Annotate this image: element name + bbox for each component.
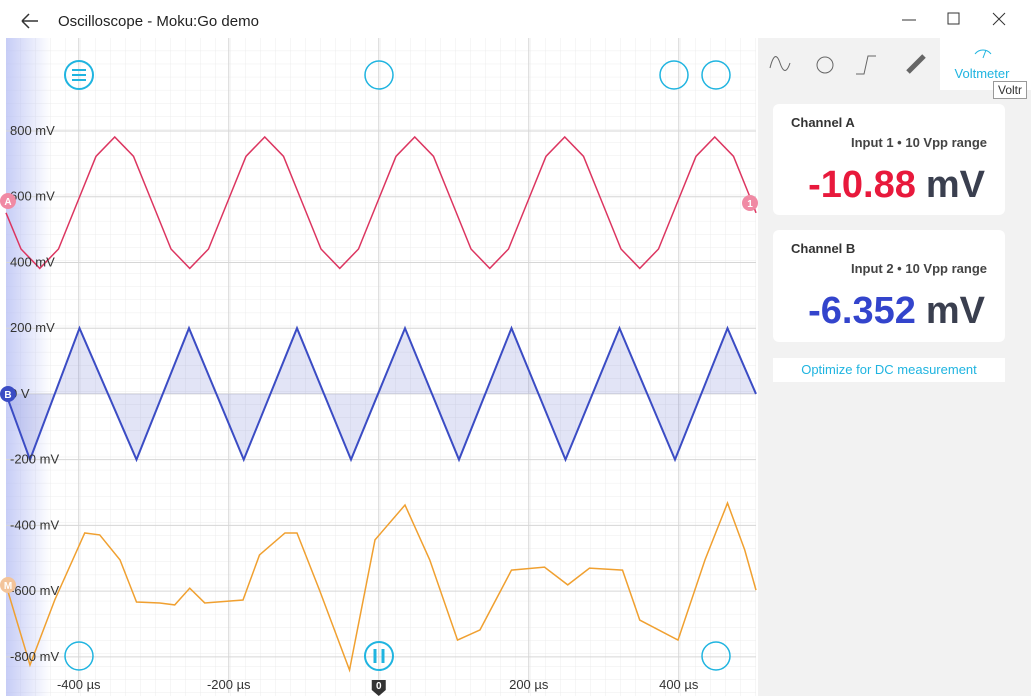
y-tick-label: -200 mV — [10, 452, 59, 467]
reading: -6.352 mV — [808, 290, 985, 333]
channel-name: Channel A — [791, 115, 855, 130]
y-tick-label: 800 mV — [10, 123, 55, 138]
menu-icon — [72, 69, 86, 81]
title-icons — [21, 12, 1006, 29]
menu-button[interactable] — [64, 60, 94, 90]
pause-icon — [373, 649, 385, 663]
zoom-button[interactable] — [659, 60, 689, 90]
y-tick-label: -800 mV — [10, 649, 59, 664]
channel-marker-label: M — [4, 581, 12, 592]
tab-waveform[interactable] — [769, 56, 791, 71]
waveform-button[interactable] — [701, 641, 731, 671]
reading-value: -10.88 — [808, 164, 916, 206]
channel-input: Input 1 • 10 Vpp range — [850, 135, 987, 150]
channel-marker — [0, 193, 16, 209]
close-button[interactable] — [992, 12, 1006, 26]
reading-unit: mV — [925, 290, 985, 332]
tab-timer[interactable] — [816, 56, 834, 74]
tab-measure[interactable] — [906, 54, 926, 74]
x-tick-label: 400 µs — [659, 677, 699, 692]
y-tick-label: 200 mV — [10, 320, 55, 335]
trace — [5, 325, 757, 463]
side-panel: Voltmeter Voltr Channel A Input 1 • 10 V… — [758, 38, 1031, 696]
pause-button[interactable] — [364, 641, 394, 671]
x-tick-label: -400 µs — [57, 677, 101, 692]
tab-label: Voltmeter — [955, 66, 1011, 81]
channel-marker — [0, 577, 16, 593]
trace — [5, 135, 757, 270]
x-tick-label: 200 µs — [509, 677, 549, 692]
reading: -10.88 mV — [808, 164, 985, 207]
input-marker-label: 1 — [747, 199, 753, 210]
reading-value: -6.352 — [808, 290, 916, 332]
back-button[interactable] — [21, 13, 38, 29]
voltmeter-icon — [974, 49, 992, 59]
y-tick-label: 600 mV — [10, 189, 55, 204]
x-tick-label: 0 — [376, 681, 382, 692]
channel-marker-label: A — [4, 197, 11, 208]
channel-name: Channel B — [791, 241, 856, 256]
channel-card: Channel A Input 1 • 10 Vpp range -10.88 m… — [773, 104, 1005, 215]
reading-unit: mV — [925, 164, 985, 206]
input-marker — [742, 195, 758, 211]
settings-button[interactable] — [701, 60, 731, 90]
tab-bar: Voltmeter — [769, 38, 1031, 90]
title-bar: Oscilloscope - Moku:Go demo — [0, 0, 1031, 38]
channel-marker-label: B — [4, 390, 11, 401]
tab-trigger[interactable] — [856, 55, 876, 75]
y-tick-label: 400 mV — [10, 254, 55, 269]
x-tick-label: -200 µs — [207, 677, 251, 692]
plot-controls — [64, 60, 731, 671]
y-tick-label: -400 mV — [10, 517, 59, 532]
upload-button[interactable] — [364, 60, 394, 90]
channel-marker — [0, 386, 16, 402]
window-title: Oscilloscope - Moku:Go demo — [58, 13, 259, 30]
channel-card: Channel B Input 2 • 10 Vpp range -6.352 m… — [773, 230, 1005, 342]
optimize-button[interactable]: Optimize for DC measurement — [773, 358, 1005, 382]
tooltip: Voltr — [993, 81, 1028, 99]
time-origin-pin — [371, 680, 386, 696]
channel-input: Input 2 • 10 Vpp range — [850, 261, 987, 276]
grid-button[interactable] — [64, 641, 94, 671]
minor-grid — [6, 38, 756, 696]
area — [6, 328, 756, 460]
maximize-button[interactable] — [947, 12, 960, 25]
trace — [5, 500, 757, 673]
y-tick-label: -600 mV — [10, 583, 59, 598]
